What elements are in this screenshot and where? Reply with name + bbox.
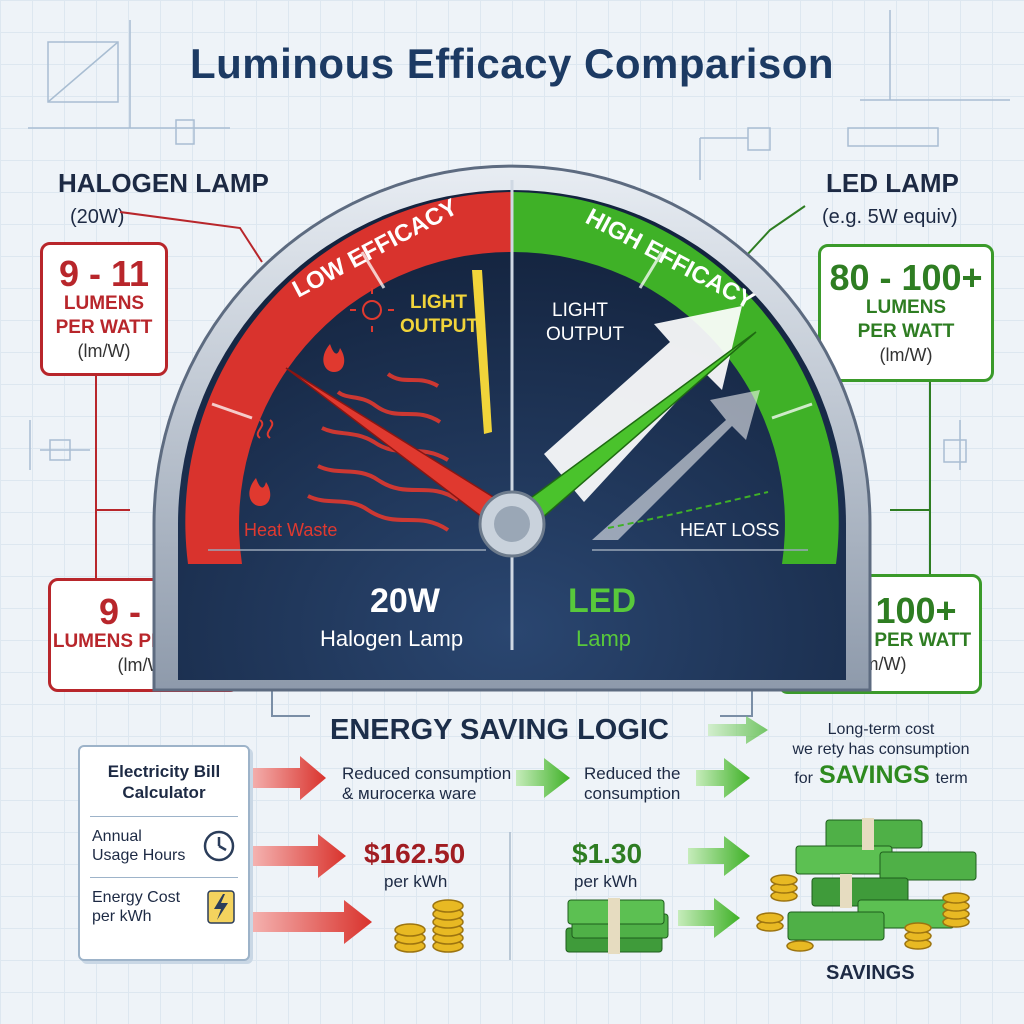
led-abbr-top: (lm/W)	[879, 344, 933, 365]
halogen-heading: HALOGEN LAMP	[58, 168, 269, 198]
left-caption-small: Halogen Lamp	[320, 626, 463, 651]
arrow-red-1	[248, 756, 326, 800]
savings-label: SAVINGS	[826, 962, 915, 984]
energy-cost-label: Energy Cost per kWh	[92, 888, 180, 926]
left-light-output-line1: LIGHT	[410, 292, 467, 313]
step3-savings: SAVINGS	[819, 761, 930, 789]
led-cost-unit: per kWh	[574, 872, 638, 891]
halogen-sub: (20W)	[70, 206, 125, 228]
arrow-red-3	[248, 900, 372, 944]
step3-line3: for SAVINGS term	[776, 760, 986, 791]
led-cost-amount: $1.30	[572, 838, 643, 869]
steam-icon	[256, 419, 274, 439]
led-unit-line1: LUMENS	[865, 297, 947, 319]
flame-icon	[249, 344, 345, 506]
left-caption-big: 20W	[370, 582, 441, 620]
halogen-abbr-top: (lm/W)	[77, 340, 131, 361]
low-efficacy-arc	[185, 192, 512, 564]
halogen-unit-line2: PER WATT	[55, 317, 153, 339]
halogen-efficacy-box-top: 9 - 11 LUMENS PER WATT (lm/W)	[40, 242, 168, 376]
halogen-range-top: 9 - 11	[58, 252, 150, 294]
heat-waves	[307, 372, 460, 532]
right-light-output-line1: LIGHT	[552, 300, 608, 321]
coin-stack-icon	[394, 899, 464, 953]
annual-usage-line2: Usage Hours	[92, 846, 186, 864]
energy-saving-heading: ENERGY SAVING LOGIC	[330, 714, 669, 746]
step3-text: Long-term cost we rety has consumption f…	[776, 720, 986, 791]
led-unit-line2: PER WATT	[857, 321, 955, 343]
energy-cost-row: Energy Cost per kWh	[80, 878, 248, 926]
annual-usage-line1: Annual	[92, 827, 142, 845]
step1-text: Reduced consumption & мurocerкa ware	[342, 764, 511, 805]
right-caption-small: Lamp	[576, 626, 631, 651]
step2-line2: consumption	[584, 784, 681, 804]
heat-loss-label: HEAT LOSS	[680, 520, 779, 540]
halogen-unit-line1: LUMENS	[63, 293, 145, 315]
step2-text: Reduced the consumption	[584, 764, 680, 805]
calculator-title: Electricity Bill Calculator	[80, 761, 248, 804]
left-light-output-line2: OUTPUT	[400, 316, 479, 337]
savings-money-pile-icon	[756, 818, 977, 952]
high-efficacy-arc	[512, 192, 839, 564]
clock-icon	[203, 830, 235, 861]
led-sub: (e.g. 5W equiv)	[822, 206, 958, 228]
sun-icon	[350, 288, 394, 332]
cash-stack-icon	[565, 898, 669, 954]
arrow-red-2	[250, 834, 346, 878]
arrow-green-5	[678, 898, 740, 938]
energy-cost-line2: per kWh	[92, 908, 152, 926]
led-heading: LED LAMP	[826, 168, 959, 198]
led-range-top: 80 - 100+	[829, 256, 983, 298]
step1-line2: & мurocerкa ware	[342, 784, 477, 804]
step3-line2: we rety has consumption	[792, 741, 970, 758]
energy-cost-line1: Energy Cost	[92, 888, 181, 906]
arrow-green-3	[708, 716, 768, 744]
halogen-cost-amount: $162.50	[364, 838, 466, 869]
right-caption-big: LED	[568, 582, 636, 620]
arrow-green-2	[696, 758, 750, 798]
calculator-title-line2: Calculator	[122, 783, 206, 803]
step3-line1: Long-term cost	[827, 721, 935, 738]
light-output-beam	[472, 270, 492, 434]
halogen-cost-unit: per kWh	[384, 872, 448, 891]
page-title: Luminous Efficacy Comparison	[189, 40, 835, 87]
annual-usage-label: Annual Usage Hours	[92, 827, 185, 865]
led-light-arrow-2	[592, 390, 760, 540]
step1-line1: Reduced consumption	[342, 764, 512, 783]
step3-term: term	[935, 770, 968, 787]
step2-line1: Reduced the	[584, 764, 681, 783]
lightning-icon	[207, 890, 235, 924]
arrow-green-4	[688, 836, 750, 876]
heat-loss-line	[607, 491, 769, 529]
calculator-title-line1: Electricity Bill	[107, 762, 221, 781]
annual-usage-row: Annual Usage Hours	[80, 817, 248, 865]
electricity-bill-calculator: Electricity Bill Calculator Annual Usage…	[78, 745, 250, 961]
efficacy-gauge: LOW EFFICACY HIGH EFFICACY LIGHT OUTPUT …	[152, 164, 872, 692]
led-efficacy-box-top: 80 - 100+ LUMENS PER WATT (lm/W)	[818, 244, 994, 382]
arrow-green-1	[516, 758, 570, 798]
right-light-output-line2: OUTPUT	[546, 324, 625, 345]
heat-waste-label: Heat Waste	[244, 520, 337, 540]
step3-for: for	[794, 770, 813, 787]
gauge-hub-inner	[494, 506, 530, 542]
